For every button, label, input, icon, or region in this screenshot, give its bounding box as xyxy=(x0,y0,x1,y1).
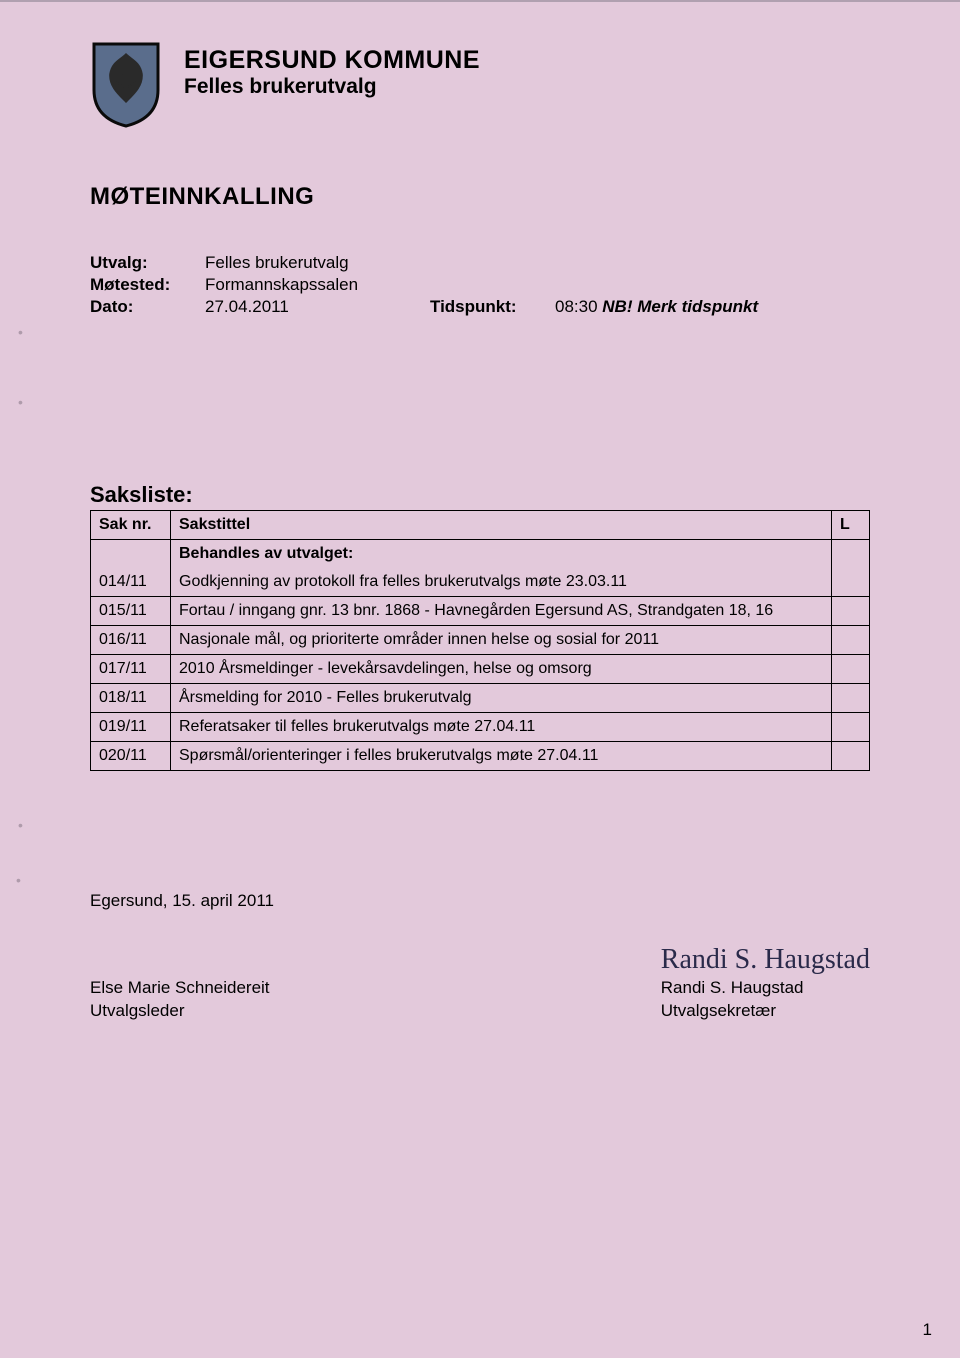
table-row: 014/11 Behandles av utvalget: xyxy=(91,540,870,569)
table-header-row: Sak nr. Sakstittel L xyxy=(91,511,870,540)
meta-spacer xyxy=(555,275,870,295)
cell-sakstittel: Godkjenning av protokoll fra felles bruk… xyxy=(171,568,832,597)
cell-sak-nr: 018/11 xyxy=(91,684,171,713)
cell-sakstittel: Spørsmål/orienteringer i felles brukerut… xyxy=(171,742,832,771)
meta-spacer xyxy=(430,275,555,295)
page-number: 1 xyxy=(923,1320,932,1340)
org-subunit: Felles brukerutvalg xyxy=(184,75,480,99)
cell-sakstittel: Referatsaker til felles brukerutvalgs mø… xyxy=(171,713,832,742)
table-row: 017/11 2010 Årsmeldinger - levekårsavdel… xyxy=(91,655,870,684)
document-page: • • • • EIGERSUND KOMMUNE Felles brukeru… xyxy=(0,0,960,1358)
scan-artifact: • xyxy=(18,817,23,833)
col-l: L xyxy=(832,511,870,540)
cell-sakstittel: Nasjonale mål, og prioriterte områder in… xyxy=(171,626,832,655)
signoff-left: Else Marie Schneidereit Utvalgsleder xyxy=(90,977,270,1023)
left-signer-title: Utvalgsleder xyxy=(90,1000,270,1023)
cell-l xyxy=(832,713,870,742)
cell-l xyxy=(832,597,870,626)
cell-sak-nr: 014/11 xyxy=(91,540,171,597)
meta-label-motested: Møtested: xyxy=(90,275,205,295)
table-row: 015/11 Fortau / inngang gnr. 13 bnr. 186… xyxy=(91,597,870,626)
cell-l xyxy=(832,684,870,713)
cell-sak-nr: 016/11 xyxy=(91,626,171,655)
signoff-block: Egersund, 15. april 2011 Else Marie Schn… xyxy=(90,891,870,1023)
meta-value-utvalg: Felles brukerutvalg xyxy=(205,253,430,273)
scan-artifact: • xyxy=(16,872,21,888)
table-row: 018/11 Årsmelding for 2010 - Felles bruk… xyxy=(91,684,870,713)
meta-label-utvalg: Utvalg: xyxy=(90,253,205,273)
cell-sakstittel: 2010 Årsmeldinger - levekårsavdelingen, … xyxy=(171,655,832,684)
meeting-meta: Utvalg: Felles brukerutvalg Møtested: Fo… xyxy=(90,253,870,317)
cell-sakstittel: Fortau / inngang gnr. 13 bnr. 1868 - Hav… xyxy=(171,597,832,626)
cell-l xyxy=(832,626,870,655)
cell-sak-nr: 015/11 xyxy=(91,597,171,626)
cell-sakstittel: Årsmelding for 2010 - Felles brukerutval… xyxy=(171,684,832,713)
tidspunkt-note: NB! Merk tidspunkt xyxy=(602,297,758,316)
meta-label-dato: Dato: xyxy=(90,297,205,317)
cell-sak-nr: 020/11 xyxy=(91,742,171,771)
meta-value-dato: 27.04.2011 xyxy=(205,297,430,317)
meta-value-tidspunkt: 08:30 NB! Merk tidspunkt xyxy=(555,297,870,317)
cell-l xyxy=(832,540,870,597)
scan-artifact: • xyxy=(18,324,23,340)
table-row: 020/11 Spørsmål/orienteringer i felles b… xyxy=(91,742,870,771)
saksliste-heading: Saksliste: xyxy=(90,482,870,508)
table-row: Godkjenning av protokoll fra felles bruk… xyxy=(91,568,870,597)
document-title: MØTEINNKALLING xyxy=(90,183,870,211)
cell-l xyxy=(832,655,870,684)
col-sak-nr: Sak nr. xyxy=(91,511,171,540)
header-block: EIGERSUND KOMMUNE Felles brukerutvalg xyxy=(90,42,870,128)
table-row: 016/11 Nasjonale mål, og prioriterte omr… xyxy=(91,626,870,655)
scan-artifact: • xyxy=(18,394,23,410)
right-signer-title: Utvalgsekretær xyxy=(661,1000,870,1023)
meta-spacer xyxy=(555,253,870,273)
saksliste-table: Sak nr. Sakstittel L 014/11 Behandles av… xyxy=(90,510,870,771)
crest-icon xyxy=(90,42,162,128)
meta-value-motested: Formannskapssalen xyxy=(205,275,430,295)
col-sakstittel: Sakstittel xyxy=(171,511,832,540)
signature-handwriting: Randi S. Haugstad xyxy=(661,941,870,979)
meta-spacer xyxy=(430,253,555,273)
tidspunkt-time: 08:30 xyxy=(555,297,602,316)
cell-sak-nr: 019/11 xyxy=(91,713,171,742)
left-signer-name: Else Marie Schneidereit xyxy=(90,977,270,1000)
cell-sak-nr: 017/11 xyxy=(91,655,171,684)
right-signer-name: Randi S. Haugstad xyxy=(661,977,870,1000)
meta-label-tidspunkt: Tidspunkt: xyxy=(430,297,555,317)
org-name: EIGERSUND KOMMUNE xyxy=(184,46,480,75)
table-row: 019/11 Referatsaker til felles brukerutv… xyxy=(91,713,870,742)
place-date: Egersund, 15. april 2011 xyxy=(90,891,870,911)
cell-subheading: Behandles av utvalget: xyxy=(171,540,832,569)
signoff-right: Randi S. Haugstad Randi S. Haugstad Utva… xyxy=(661,941,870,1023)
cell-l xyxy=(832,742,870,771)
signoff-row: Else Marie Schneidereit Utvalgsleder Ran… xyxy=(90,941,870,1023)
org-title: EIGERSUND KOMMUNE Felles brukerutvalg xyxy=(184,42,480,99)
